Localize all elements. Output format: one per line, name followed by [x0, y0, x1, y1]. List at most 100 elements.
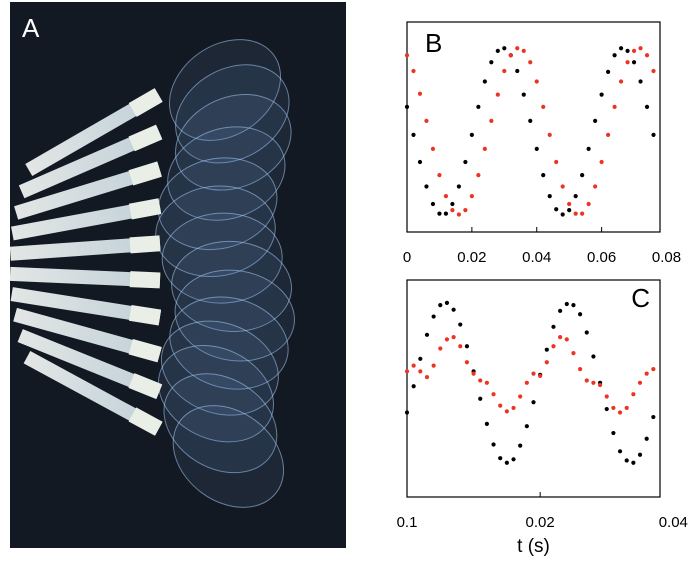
- x-tick-label: 0: [403, 249, 411, 266]
- data-point: [531, 400, 536, 405]
- spar: [23, 351, 163, 435]
- data-point: [469, 132, 474, 137]
- data-point: [584, 378, 589, 383]
- data-point: [547, 194, 552, 199]
- data-point: [404, 410, 410, 415]
- data-point: [424, 184, 429, 189]
- data-point: [644, 53, 650, 58]
- data-point: [618, 79, 624, 84]
- data-point: [586, 201, 591, 207]
- data-point: [518, 394, 523, 399]
- data-point: [418, 369, 423, 374]
- data-point: [458, 322, 463, 327]
- data-point: [625, 48, 630, 53]
- data-point: [489, 118, 494, 123]
- data-point: [558, 335, 563, 340]
- data-point: [411, 384, 416, 389]
- data-point: [484, 421, 489, 427]
- data-point: [617, 410, 623, 415]
- wing: [175, 93, 292, 191]
- spar-tip: [128, 304, 162, 326]
- data-point: [597, 382, 603, 388]
- spar-tip: [128, 161, 162, 186]
- panel-label: B: [425, 28, 442, 58]
- x-tick-label: 0.04: [522, 249, 551, 266]
- data-point: [618, 46, 624, 51]
- data-point: [491, 392, 496, 397]
- data-point: [644, 371, 649, 376]
- data-point: [469, 194, 474, 199]
- data-point: [404, 369, 410, 374]
- spar: [9, 266, 161, 288]
- data-point: [511, 405, 516, 411]
- data-point: [644, 104, 650, 109]
- data-point: [431, 363, 436, 368]
- data-point: [515, 46, 520, 51]
- data-point: [471, 371, 476, 376]
- data-point: [524, 424, 529, 429]
- data-point: [438, 346, 443, 351]
- data-point: [651, 132, 656, 137]
- data-point: [418, 356, 423, 361]
- data-point: [544, 347, 549, 352]
- data-point: [651, 366, 656, 372]
- data-point: [578, 366, 583, 372]
- data-point: [591, 380, 596, 385]
- data-point: [560, 212, 565, 217]
- data-point: [456, 184, 461, 189]
- data-point: [521, 48, 526, 53]
- data-point: [482, 146, 487, 151]
- wing: [169, 296, 289, 390]
- data-point: [451, 335, 456, 340]
- x-tick-label: 0.08: [652, 249, 681, 266]
- photo-panel: A: [9, 2, 346, 548]
- spar-tip: [129, 235, 161, 254]
- data-point: [417, 91, 423, 96]
- data-point: [571, 350, 576, 356]
- data-point: [458, 344, 463, 349]
- data-point: [463, 159, 468, 165]
- data-point: [631, 48, 637, 53]
- wing: [175, 64, 290, 164]
- data-point: [489, 60, 494, 65]
- data-point: [538, 373, 543, 379]
- data-point: [534, 79, 539, 84]
- data-point: [424, 332, 430, 337]
- spar: [25, 88, 163, 177]
- data-point: [417, 159, 423, 165]
- data-point: [495, 92, 500, 97]
- data-point: [638, 79, 643, 84]
- data-point: [541, 173, 546, 178]
- data-point: [599, 159, 604, 165]
- data-point: [404, 104, 410, 109]
- data-point: [511, 457, 516, 462]
- x-tick-label: 0.02: [526, 514, 555, 531]
- data-point: [651, 414, 656, 420]
- spar: [10, 287, 161, 325]
- plot-frame: [406, 21, 661, 233]
- spar-tip: [128, 124, 163, 152]
- data-point: [631, 60, 637, 65]
- wing: [160, 320, 279, 416]
- x-tick-label: 0.04: [659, 514, 688, 531]
- data-point: [498, 403, 503, 408]
- data-point: [411, 68, 416, 74]
- data-point: [599, 92, 604, 97]
- wing: [167, 126, 286, 221]
- data-point: [571, 303, 576, 308]
- data-point: [476, 104, 481, 109]
- data-point: [558, 308, 563, 313]
- data-point: [502, 68, 507, 74]
- data-point: [593, 184, 598, 189]
- data-point: [484, 380, 489, 385]
- data-point: [504, 409, 509, 414]
- data-point: [580, 211, 585, 216]
- data-point: [464, 360, 470, 365]
- spar: [13, 307, 162, 362]
- spar: [18, 125, 162, 199]
- spar-tip: [128, 198, 162, 220]
- data-point: [463, 208, 468, 213]
- data-point: [547, 132, 552, 137]
- data-point: [491, 442, 496, 447]
